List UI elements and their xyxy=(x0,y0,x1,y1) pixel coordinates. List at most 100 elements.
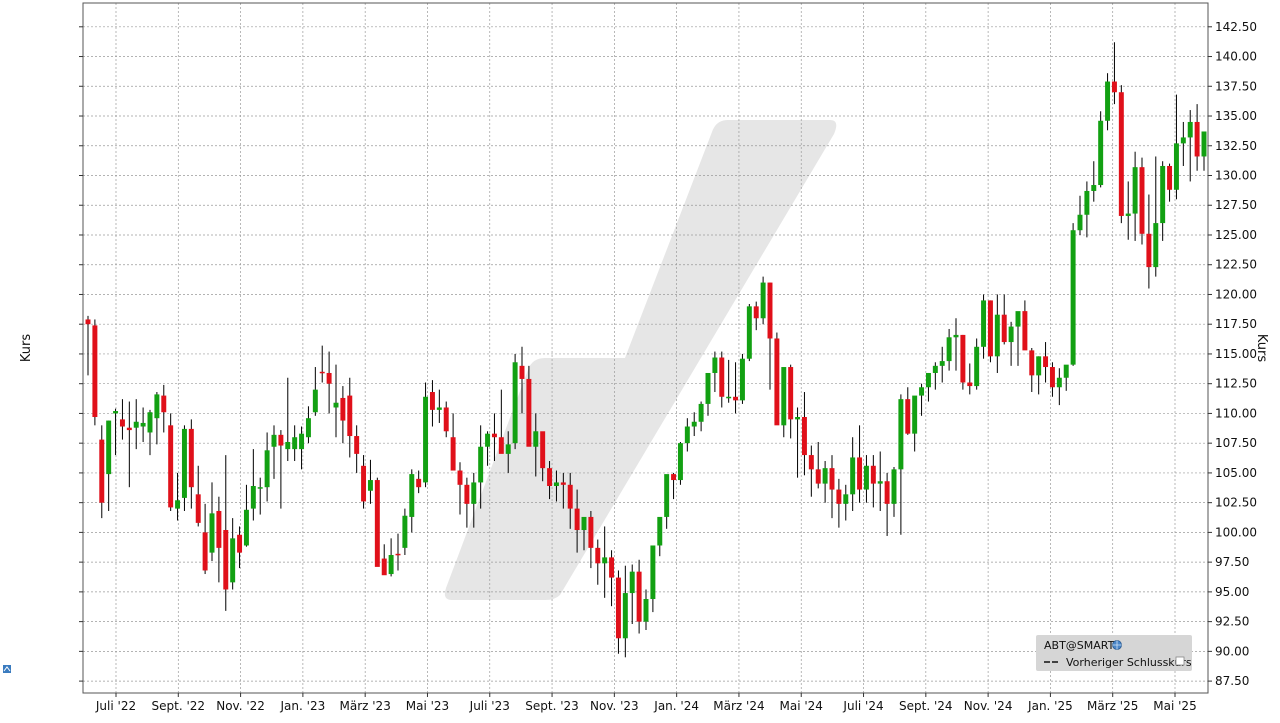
candle xyxy=(1180,121,1186,166)
candle xyxy=(891,466,897,517)
candle xyxy=(581,516,587,551)
candle-body-down xyxy=(1049,367,1055,388)
candle-body-up xyxy=(512,362,518,444)
candle xyxy=(781,367,787,438)
candle xyxy=(1111,42,1117,105)
y-tick-label-right: 95.00 xyxy=(1215,585,1249,599)
candle xyxy=(526,365,532,447)
candle xyxy=(767,282,773,390)
candle-body-down xyxy=(1022,311,1028,351)
x-tick-label: Sept. '22 xyxy=(152,699,206,713)
candle xyxy=(671,472,677,500)
candle-body-down xyxy=(491,433,497,438)
candle-body-up xyxy=(175,500,181,509)
candle-body-down xyxy=(326,372,332,384)
candle-body-down xyxy=(808,455,814,470)
candle xyxy=(553,470,559,502)
candle xyxy=(829,455,835,519)
y-tick-label-right: 87.50 xyxy=(1215,674,1249,688)
candle-body-down xyxy=(788,367,794,420)
candle-body-down xyxy=(519,365,525,379)
candle xyxy=(85,315,91,376)
candle-body-down xyxy=(202,532,208,571)
candle-body-up xyxy=(795,417,801,420)
candle xyxy=(643,589,649,630)
candle-body-down xyxy=(1043,356,1049,368)
candle-body-up xyxy=(822,468,828,484)
candle-body-down xyxy=(99,439,105,503)
candle-body-up xyxy=(485,433,491,447)
candle-body-up xyxy=(367,480,373,491)
candle-body-up xyxy=(333,402,339,408)
y-tick-label-right: 117.50 xyxy=(1215,317,1257,331)
candle-body-down xyxy=(354,436,360,454)
candle xyxy=(478,425,484,509)
side-tool-icon[interactable] xyxy=(3,665,11,673)
candle xyxy=(278,430,284,509)
candle xyxy=(595,539,601,585)
candle xyxy=(801,392,807,476)
candle-body-up xyxy=(877,481,883,484)
candle-body-up xyxy=(113,411,119,414)
candle xyxy=(622,565,628,658)
y-tick-label-right: 125.00 xyxy=(1215,228,1257,242)
legend-title: ABT@SMART xyxy=(1044,639,1115,652)
y-tick-label-right: 122.50 xyxy=(1215,258,1257,272)
candle xyxy=(209,482,215,561)
candle xyxy=(1146,194,1152,289)
candle-body-up xyxy=(402,515,408,548)
candle-body-down xyxy=(987,300,993,357)
x-tick-label: Jan. '23 xyxy=(280,699,326,713)
candle-body-down xyxy=(540,431,546,469)
candle-body-up xyxy=(891,469,897,504)
x-tick-label: Sept. '24 xyxy=(899,699,953,713)
candle xyxy=(650,545,656,613)
candle xyxy=(946,328,952,371)
x-tick-label: Nov. '23 xyxy=(590,699,639,713)
candle-body-up xyxy=(684,426,690,444)
candle xyxy=(547,461,553,500)
candle-body-up xyxy=(994,314,1000,357)
candle-body-up xyxy=(133,421,139,428)
candle-body-up xyxy=(912,395,918,434)
candle-body-down xyxy=(636,571,642,622)
candle-body-up xyxy=(305,418,311,438)
candle-body-up xyxy=(691,421,697,427)
globe-icon[interactable] xyxy=(1112,640,1122,650)
candle-body-up xyxy=(271,434,277,447)
candle-body-down xyxy=(836,489,842,504)
y-tick-label-right: 115.00 xyxy=(1215,347,1257,361)
candle xyxy=(381,544,387,576)
candle xyxy=(863,455,869,503)
y-tick-label-right: 140.00 xyxy=(1215,50,1257,64)
legend-checkbox[interactable] xyxy=(1175,656,1185,666)
candle xyxy=(354,425,360,473)
candle-body-down xyxy=(1146,233,1152,268)
candle xyxy=(99,425,105,519)
candle xyxy=(361,455,367,509)
candle xyxy=(905,387,911,435)
y-tick-label-right: 135.00 xyxy=(1215,109,1257,123)
candle-body-down xyxy=(85,319,91,325)
candle xyxy=(1153,156,1159,277)
candle xyxy=(974,338,980,390)
candle xyxy=(333,364,339,438)
candle xyxy=(175,472,181,521)
candle xyxy=(1015,311,1021,366)
y-axis-title-left: Kurs xyxy=(19,334,34,362)
x-tick-label: März '23 xyxy=(340,699,391,713)
candle xyxy=(850,437,856,511)
candle-body-up xyxy=(1180,137,1186,144)
candle-body-down xyxy=(237,534,243,553)
candle xyxy=(843,484,849,521)
candle xyxy=(877,451,883,511)
candle xyxy=(932,362,938,390)
candle xyxy=(1043,342,1049,383)
plot-frame xyxy=(82,2,1209,694)
candle xyxy=(953,318,959,371)
candle xyxy=(1167,163,1173,202)
candle-body-down xyxy=(443,407,449,432)
candle-body-up xyxy=(946,337,952,362)
candles xyxy=(85,42,1207,658)
